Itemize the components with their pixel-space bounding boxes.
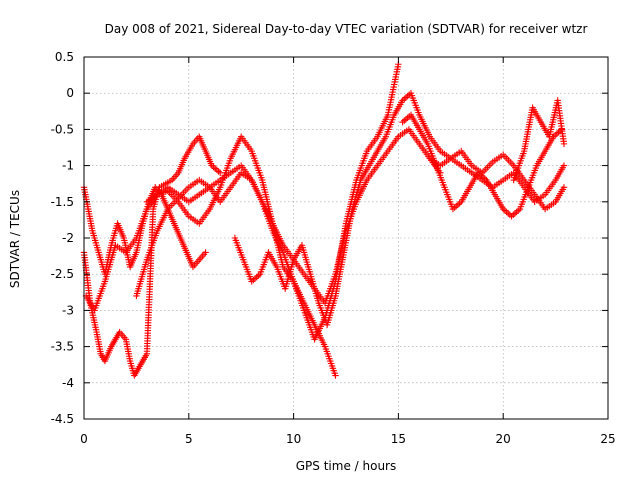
data-point-marker [456, 200, 463, 207]
y-tick-label: -1 [62, 159, 74, 173]
x-tick-label: 10 [286, 432, 301, 446]
x-tick-label: 20 [496, 432, 511, 446]
x-tick-label: 15 [391, 432, 406, 446]
data-point-marker [401, 95, 408, 103]
data-point-marker [404, 114, 411, 122]
data-point-marker [505, 210, 512, 217]
y-tick-label: -4.5 [51, 412, 74, 426]
y-tick-label: -2.5 [51, 267, 74, 281]
data-point-marker [402, 94, 410, 101]
data-layer [80, 61, 568, 379]
x-tick-label: 5 [185, 432, 193, 446]
data-point-marker [513, 208, 520, 216]
data-point-marker [215, 168, 222, 175]
data-point-marker [401, 117, 408, 124]
axis-layer: 0 5 10 15 20 25 0.5 0 -0.5 -1 -1.5 -2 -2.5 -3 -3.5 -4 -4… [51, 50, 616, 446]
data-point-marker [253, 273, 260, 281]
y-tick-label: -2 [62, 231, 74, 245]
chart-title: Day 008 of 2021, Sidereal Day-to-day VTE… [105, 22, 588, 36]
data-point-marker [402, 116, 410, 123]
data-point-marker [551, 131, 559, 139]
x-tick-label: 25 [600, 432, 615, 446]
data-point-marker [332, 372, 339, 379]
data-point-marker [454, 201, 462, 208]
y-tick-label: 0 [66, 86, 74, 100]
data-point-marker [202, 249, 209, 256]
y-tick-label: -3.5 [51, 340, 74, 354]
y-tick-label: -3 [62, 303, 74, 317]
data-point-marker [212, 165, 219, 172]
data-point-marker [503, 208, 510, 216]
data-point-marker [510, 211, 517, 219]
y-tick-label: -1.5 [51, 195, 74, 209]
data-point-marker [555, 129, 562, 136]
data-point-marker [501, 207, 509, 214]
x-axis-title: GPS time / hours [296, 459, 397, 473]
data-point-marker [560, 184, 568, 191]
data-point-marker [508, 213, 515, 220]
data-point-marker [560, 162, 568, 169]
y-axis-title: SDTVAR / TECUs [8, 190, 22, 288]
data-point-marker [560, 140, 568, 148]
y-tick-label: -4 [62, 376, 74, 390]
data-point-marker [511, 210, 519, 217]
x-tick-label: 0 [80, 432, 88, 446]
data-point-marker [399, 118, 406, 126]
data-point-marker [479, 173, 487, 181]
y-tick-label: -0.5 [51, 122, 74, 136]
y-tick-label: 0.5 [55, 50, 74, 64]
data-point-marker [213, 166, 221, 174]
